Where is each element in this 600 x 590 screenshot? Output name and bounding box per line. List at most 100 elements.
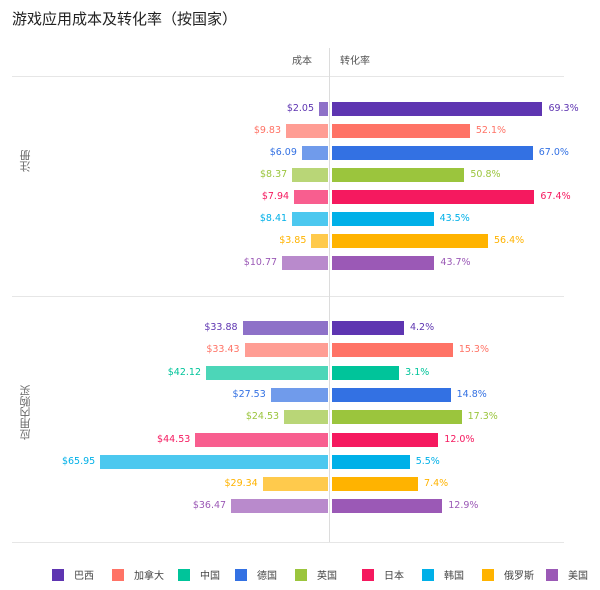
cost-bar xyxy=(292,168,328,182)
legend-label: 巴西 xyxy=(74,571,94,582)
rate-bar xyxy=(332,168,465,182)
rate-label: 56.4% xyxy=(494,235,525,246)
legend-swatch xyxy=(112,568,124,581)
cost-label: $65.95 xyxy=(61,455,96,467)
legend-label: 加拿大 xyxy=(134,571,164,582)
header-cost: 成本 xyxy=(292,56,312,67)
cost-label: $33.88 xyxy=(204,322,238,333)
cost-bar xyxy=(100,454,328,469)
rate-label: 52.1% xyxy=(475,125,507,136)
legend-item[interactable]: 巴西 xyxy=(52,567,94,582)
center-axis xyxy=(329,48,330,542)
cost-label: $9.83 xyxy=(253,125,282,136)
rate-bar xyxy=(332,499,443,514)
top-divider xyxy=(12,76,564,77)
section-divider xyxy=(12,296,564,297)
rate-bar xyxy=(332,432,439,447)
legend-label: 日本 xyxy=(384,571,404,582)
chart-title: 游戏应用成本及转化率（按国家） xyxy=(12,10,238,28)
rate-label: 43.7% xyxy=(440,257,471,268)
cost-label: $3.85 xyxy=(279,235,307,246)
cost-label: $8.37 xyxy=(260,169,288,180)
section-label-register: 注册 xyxy=(19,150,32,172)
cost-bar xyxy=(292,212,328,226)
header-rate: 转化率 xyxy=(340,56,370,67)
legend-item[interactable]: 中国 xyxy=(178,567,220,582)
legend-swatch xyxy=(422,568,434,581)
rate-bar xyxy=(332,387,451,402)
rate-bar xyxy=(332,102,543,116)
cost-bar xyxy=(282,256,328,270)
cost-bar xyxy=(242,321,328,335)
cost-bar xyxy=(270,387,328,402)
cost-bar xyxy=(294,190,328,204)
cost-label: $8.41 xyxy=(259,213,288,224)
rate-label: 12.9% xyxy=(448,500,479,512)
rate-label: 15.3% xyxy=(458,344,489,356)
cost-bar xyxy=(286,124,328,138)
section-label-iap: 应用内购买 xyxy=(19,385,32,440)
legend-label: 德国 xyxy=(257,571,277,582)
legend-item[interactable]: 英国 xyxy=(295,567,337,582)
rate-label: 5.5% xyxy=(415,455,440,467)
legend-item[interactable]: 韩国 xyxy=(422,567,464,582)
rate-bar xyxy=(332,146,533,160)
rate-bar xyxy=(332,124,470,138)
rate-label: 67.4% xyxy=(540,191,571,202)
rate-label: 12.0% xyxy=(444,433,475,445)
rate-label: 3.1% xyxy=(405,366,430,378)
legend-item[interactable]: 加拿大 xyxy=(112,567,164,582)
rate-bar xyxy=(332,454,410,469)
cost-bar xyxy=(311,234,328,248)
rate-label: 69.3% xyxy=(548,103,579,114)
legend-item[interactable]: 美国 xyxy=(546,567,588,582)
cost-bar xyxy=(205,365,328,380)
cost-label: $42.12 xyxy=(167,366,201,378)
cost-label: $44.53 xyxy=(157,433,191,445)
cost-label: $7.94 xyxy=(261,191,290,202)
legend-item[interactable]: 俄罗斯 xyxy=(482,567,534,582)
rate-label: 4.2% xyxy=(409,322,435,333)
cost-label: $24.53 xyxy=(245,411,280,423)
rate-bar xyxy=(332,212,434,226)
cost-bar xyxy=(284,410,328,425)
rate-bar xyxy=(332,190,535,204)
rate-label: 7.4% xyxy=(424,478,449,490)
rate-bar xyxy=(332,365,400,380)
cost-label: $10.77 xyxy=(243,257,278,268)
cost-label: $29.34 xyxy=(224,478,258,490)
legend-swatch xyxy=(178,568,190,581)
rate-bar xyxy=(332,234,488,248)
rate-label: 50.8% xyxy=(470,169,501,180)
legend-swatch xyxy=(546,568,558,581)
rate-label: 14.8% xyxy=(456,388,487,400)
cost-label: $36.47 xyxy=(192,500,227,512)
rate-bar xyxy=(332,321,404,335)
rate-bar xyxy=(332,343,453,358)
rate-bar xyxy=(332,410,462,425)
legend-item[interactable]: 日本 xyxy=(362,567,404,582)
legend-label: 俄罗斯 xyxy=(504,571,534,582)
cost-label: $27.53 xyxy=(232,388,266,400)
cost-bar xyxy=(301,146,328,160)
rate-bar xyxy=(332,477,419,492)
rate-label: 17.3% xyxy=(467,411,498,423)
legend-swatch xyxy=(235,568,247,581)
legend-label: 美国 xyxy=(568,571,588,582)
rate-bar xyxy=(332,256,435,270)
cost-bar xyxy=(244,343,328,358)
legend-label: 英国 xyxy=(317,571,337,582)
legend-swatch xyxy=(52,568,64,581)
rate-label: 43.5% xyxy=(439,213,470,224)
cost-label: $2.05 xyxy=(286,103,315,114)
legend-swatch xyxy=(482,568,494,581)
legend-swatch xyxy=(362,568,374,581)
cost-bar xyxy=(195,432,328,447)
legend-item[interactable]: 德国 xyxy=(235,567,277,582)
cost-bar xyxy=(319,102,328,116)
legend-label: 韩国 xyxy=(444,571,464,582)
cost-label: $6.09 xyxy=(269,147,297,158)
cost-bar xyxy=(262,477,328,492)
cost-bar xyxy=(231,499,328,514)
